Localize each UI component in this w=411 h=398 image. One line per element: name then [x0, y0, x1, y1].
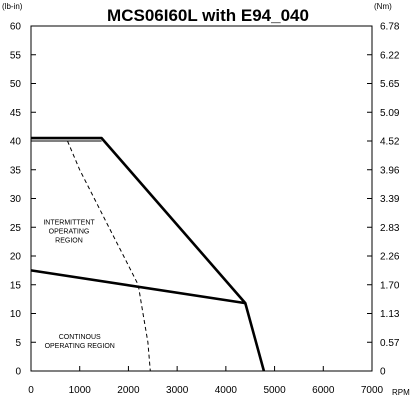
y2-tick-label: 1.70	[380, 280, 400, 291]
y2-tick-label: 6.22	[380, 50, 400, 61]
y-tick-label: 5	[15, 338, 21, 349]
chart-title: MCS06I60L with E94_040	[107, 6, 309, 25]
y-tick-label: 25	[10, 223, 22, 234]
y-tick-label: 30	[10, 194, 22, 205]
x-axis-unit: RPM	[392, 388, 410, 397]
y-tick-label: 45	[10, 108, 22, 119]
series-line	[31, 136, 266, 372]
x-tick-label: 4000	[215, 385, 238, 396]
right-axis-unit: (Nm)	[374, 2, 392, 11]
y2-tick-label: 0.57	[380, 338, 400, 349]
y2-tick-label: 2.83	[380, 223, 400, 234]
y2-tick-label: 5.09	[380, 108, 400, 119]
y2-tick-label: 1.13	[380, 309, 400, 320]
y-tick-label: 55	[10, 50, 22, 61]
y-tick-label: 0	[15, 367, 21, 378]
plot-frame	[30, 25, 373, 372]
y2-tick-label: 6.78	[380, 22, 400, 33]
y2-tick-label: 5.65	[380, 79, 400, 90]
y-tick-label: 35	[10, 165, 22, 176]
y-tick-label: 15	[10, 280, 22, 291]
series-line	[67, 140, 151, 372]
x-tick-label: 6000	[312, 385, 335, 396]
annotations: INTERMITTENT OPERATING REGION CONTINOUS OPER…	[43, 219, 115, 349]
y2-tick-label: 3.96	[380, 165, 400, 176]
region-label: CONTINOUS OPERATING REGION	[45, 334, 115, 350]
y-tick-label: 20	[10, 252, 22, 263]
y2-tick-label: 4.52	[380, 137, 400, 148]
x-tick-label: 3000	[166, 385, 189, 396]
x-tick-label: 5000	[263, 385, 286, 396]
y2-tick-label: 2.26	[380, 252, 400, 263]
y-tick-label: 50	[10, 79, 22, 90]
y2-tick-label: 0	[380, 367, 386, 378]
x-tick-label: 7000	[361, 385, 384, 396]
y-tick-label: 40	[10, 137, 22, 148]
y-tick-label: 60	[10, 22, 22, 33]
region-label: INTERMITTENT OPERATING REGION	[43, 219, 95, 244]
y2-tick-label: 3.39	[380, 194, 400, 205]
y-tick-label: 10	[10, 309, 22, 320]
series-layer	[30, 136, 266, 372]
x-tick-label: 0	[28, 385, 34, 396]
x-tick-label: 1000	[69, 385, 92, 396]
left-axis-unit: (lb-in)	[2, 2, 23, 11]
x-tick-label: 2000	[117, 385, 140, 396]
